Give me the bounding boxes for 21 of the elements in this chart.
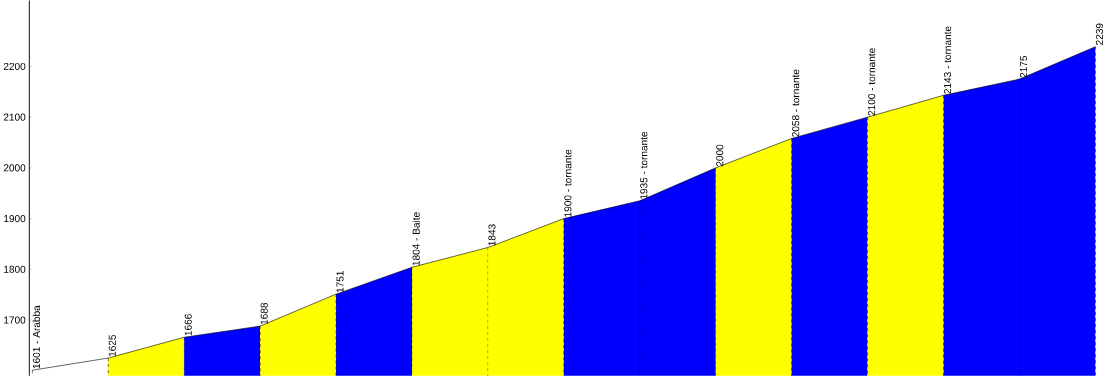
data-label: 1804 - Baite [412, 212, 420, 266]
y-tick-label: 1900 [4, 214, 26, 222]
data-label: 1751 [336, 270, 344, 293]
data-label: 2000 [716, 144, 724, 166]
data-label: 1601 - Arabba [32, 305, 41, 369]
data-label: 2143 - tornante [944, 26, 952, 94]
data-label: 2100 - tornante [868, 48, 876, 116]
y-tick-label: 1800 [4, 265, 26, 273]
data-label: 1843 [488, 224, 496, 246]
y-tick-label: 2000 [3, 164, 26, 172]
data-label: 1688 [260, 302, 268, 324]
data-label: 1666 [184, 313, 192, 336]
y-tick-label: 2100 [3, 113, 26, 121]
data-label: 2239 [1095, 23, 1103, 45]
y-tick-label: 2200 [3, 62, 26, 70]
y-tick-label: 1700 [4, 316, 26, 324]
data-label: 1625 [108, 334, 116, 356]
data-label: 1900 - tornante [564, 149, 572, 217]
data-label: 1935 - tornante [640, 131, 648, 199]
data-label: 2058 - tornante [792, 69, 800, 137]
data-label: 2175 [1019, 55, 1028, 78]
